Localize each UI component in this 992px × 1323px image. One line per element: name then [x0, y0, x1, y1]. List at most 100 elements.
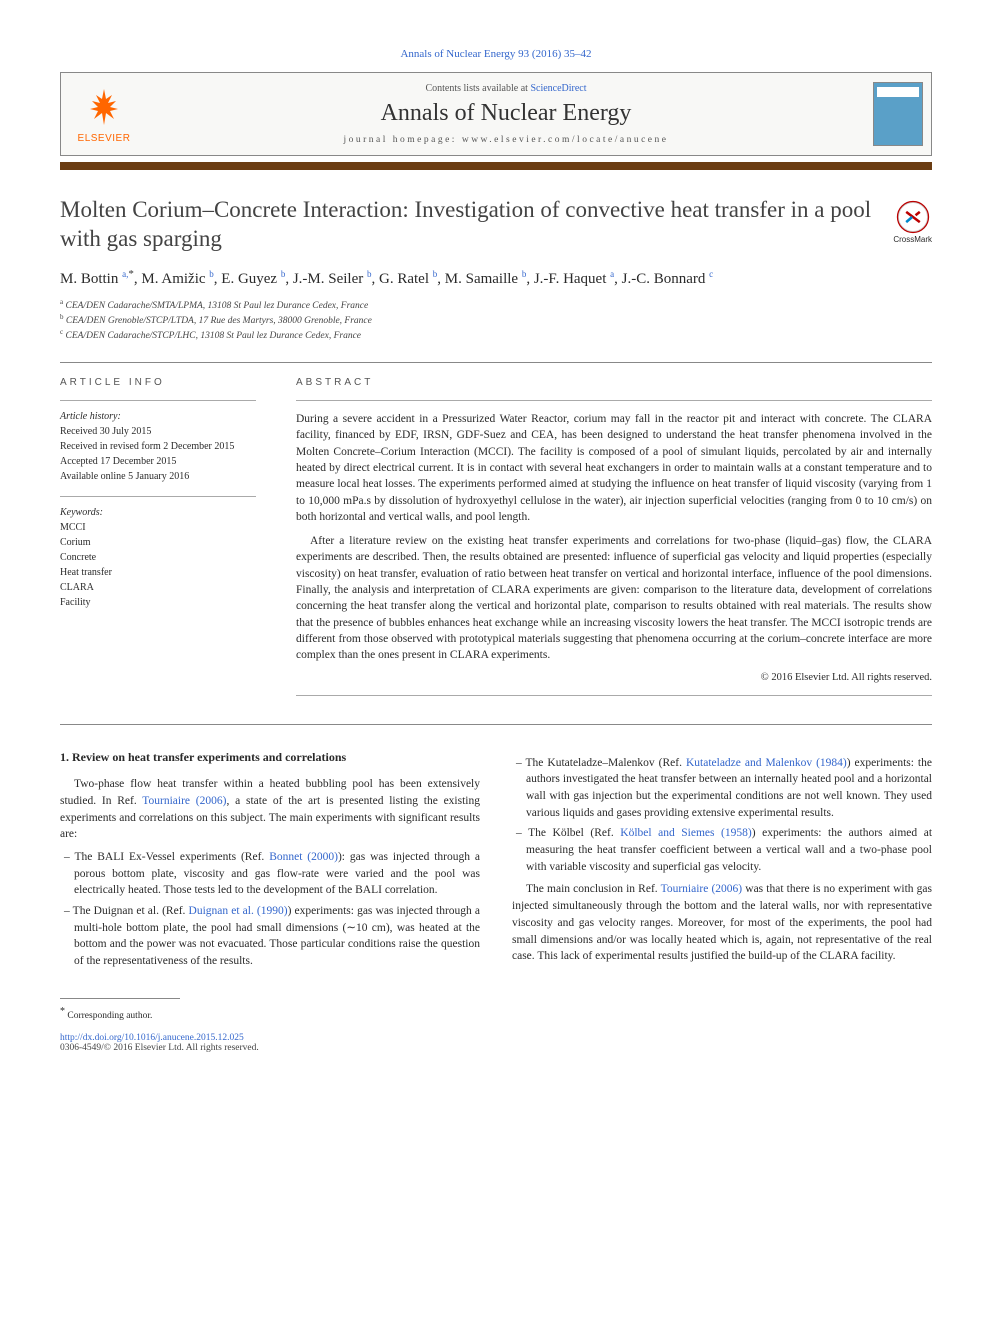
- journal-title: Annals of Nuclear Energy: [151, 100, 861, 127]
- accent-bar: [60, 162, 932, 170]
- history-lines: Received 30 July 2015Received in revised…: [60, 424, 256, 484]
- journal-header: ELSEVIER Contents lists available at Sci…: [60, 72, 932, 156]
- list-item: The Kutateladze–Malenkov (Ref. Kutatelad…: [512, 755, 932, 822]
- author: J.-F. Haquet a: [534, 271, 614, 287]
- list-item: The Duignan et al. (Ref. Duignan et al. …: [60, 903, 480, 970]
- affiliation-line: a CEA/DEN Cadarache/SMTA/LPMA, 13108 St …: [60, 298, 932, 313]
- author: J.-C. Bonnard c: [622, 271, 714, 287]
- author: J.-M. Seiler b: [293, 271, 372, 287]
- affil-sup: a: [60, 298, 63, 306]
- reference-link[interactable]: Bonnet (2000): [269, 851, 338, 863]
- corresponding-star: *: [128, 268, 134, 280]
- right-bullets: The Kutateladze–Malenkov (Ref. Kutatelad…: [512, 755, 932, 876]
- right-closing-para: The main conclusion in Ref. Tourniaire (…: [512, 881, 932, 964]
- right-column: The Kutateladze–Malenkov (Ref. Kutatelad…: [512, 749, 932, 1024]
- left-column: 1. Review on heat transfer experiments a…: [60, 749, 480, 1024]
- affiliation-line: c CEA/DEN Cadarache/STCP/LHC, 13108 St P…: [60, 328, 932, 343]
- homepage-url[interactable]: www.elsevier.com/locate/anucene: [462, 135, 669, 145]
- right-closing-1: The main conclusion in Ref.: [526, 883, 661, 895]
- keyword-line: Concrete: [60, 550, 256, 565]
- affiliations: a CEA/DEN Cadarache/SMTA/LPMA, 13108 St …: [60, 298, 932, 344]
- mini-rule-3: [296, 400, 932, 401]
- corresponding-author: * Corresponding author.: [60, 1005, 480, 1024]
- mini-rule-1: [60, 400, 256, 401]
- keyword-line: Corium: [60, 535, 256, 550]
- mini-rule-2: [60, 496, 256, 497]
- author-affil-sup: b: [209, 269, 214, 279]
- history-line: Accepted 17 December 2015: [60, 454, 256, 469]
- reference-link[interactable]: Kutateladze and Malenkov (1984): [686, 757, 847, 769]
- reference-link[interactable]: Duignan et al. (1990): [189, 905, 288, 917]
- author: E. Guyez b: [221, 271, 285, 287]
- affiliation-line: b CEA/DEN Grenoble/STCP/LTDA, 17 Rue des…: [60, 313, 932, 328]
- crossmark-icon: [896, 200, 930, 234]
- article-info-head: ARTICLE INFO: [60, 377, 256, 388]
- author: M. Samaille b: [445, 271, 527, 287]
- ref-tourniaire-1[interactable]: Tourniaire (2006): [142, 795, 226, 807]
- author-affil-sup: a: [610, 269, 614, 279]
- author: M. Bottin a,*: [60, 271, 134, 287]
- left-intro-para: Two-phase flow heat transfer within a he…: [60, 776, 480, 843]
- page: Annals of Nuclear Energy 93 (2016) 35–42…: [0, 0, 992, 1093]
- list-item-pre: The Kutateladze–Malenkov (Ref.: [526, 757, 686, 769]
- title-row: Molten Corium–Concrete Interaction: Inve…: [60, 196, 932, 254]
- rule-mid: [60, 724, 932, 725]
- article-info: ARTICLE INFO Article history: Received 3…: [60, 377, 256, 706]
- contents-label: Contents lists available at: [425, 83, 530, 94]
- keywords-label: Keywords:: [60, 507, 256, 518]
- keyword-line: CLARA: [60, 580, 256, 595]
- journal-cover-icon: [873, 82, 923, 146]
- crossmark-label: CrossMark: [893, 235, 932, 244]
- header-center: Contents lists available at ScienceDirec…: [147, 73, 865, 155]
- author-affil-sup: b: [433, 269, 438, 279]
- homepage-label: journal homepage:: [343, 135, 461, 145]
- author: G. Ratel b: [379, 271, 437, 287]
- author-affil-sup: b: [367, 269, 372, 279]
- elsevier-tree-icon: [82, 85, 126, 129]
- abstract-p2: After a literature review on the existin…: [296, 533, 932, 664]
- journal-reference: Annals of Nuclear Energy 93 (2016) 35–42: [60, 48, 932, 60]
- affil-sup: c: [60, 328, 63, 336]
- history-label: Article history:: [60, 411, 256, 422]
- abstract-head: ABSTRACT: [296, 377, 932, 388]
- list-item-pre: The Kölbel (Ref.: [528, 827, 620, 839]
- keyword-line: Facility: [60, 595, 256, 610]
- list-item: The BALI Ex-Vessel experiments (Ref. Bon…: [60, 849, 480, 899]
- publisher-name: ELSEVIER: [78, 133, 131, 144]
- author-affil-sup: b: [522, 269, 527, 279]
- article-title: Molten Corium–Concrete Interaction: Inve…: [60, 196, 875, 254]
- sciencedirect-link[interactable]: ScienceDirect: [530, 83, 586, 94]
- doi-link[interactable]: http://dx.doi.org/10.1016/j.anucene.2015…: [60, 1033, 932, 1043]
- history-line: Received 30 July 2015: [60, 424, 256, 439]
- publisher-logo-block: ELSEVIER: [61, 73, 147, 155]
- section-1-heading: 1. Review on heat transfer experiments a…: [60, 749, 480, 766]
- contents-line: Contents lists available at ScienceDirec…: [151, 83, 861, 94]
- author-affil-sup: c: [709, 269, 713, 279]
- history-line: Available online 5 January 2016: [60, 469, 256, 484]
- ref-tourniaire-2[interactable]: Tourniaire (2006): [661, 883, 743, 895]
- left-bullets: The BALI Ex-Vessel experiments (Ref. Bon…: [60, 849, 480, 970]
- keyword-line: Heat transfer: [60, 565, 256, 580]
- mini-rule-4: [296, 695, 932, 696]
- author: M. Amižic b: [141, 271, 213, 287]
- keyword-line: MCCI: [60, 520, 256, 535]
- footnote-rule: [60, 998, 180, 999]
- list-item-pre: The BALI Ex-Vessel experiments (Ref.: [74, 851, 269, 863]
- list-item-pre: The Duignan et al. (Ref.: [73, 905, 189, 917]
- cover-thumb-block: [865, 73, 931, 155]
- crossmark-badge[interactable]: CrossMark: [893, 200, 932, 244]
- rule-top: [60, 362, 932, 363]
- affil-sup: b: [60, 313, 64, 321]
- abstract-block: ABSTRACT During a severe accident in a P…: [296, 377, 932, 706]
- corr-label: Corresponding author.: [67, 1011, 152, 1021]
- body-columns: 1. Review on heat transfer experiments a…: [60, 749, 932, 1024]
- meta-row: ARTICLE INFO Article history: Received 3…: [60, 377, 932, 706]
- homepage-line: journal homepage: www.elsevier.com/locat…: [151, 135, 861, 145]
- abstract-p1: During a severe accident in a Pressurize…: [296, 411, 932, 525]
- author-affil-sup: b: [281, 269, 286, 279]
- history-line: Received in revised form 2 December 2015: [60, 439, 256, 454]
- authors: M. Bottin a,*, M. Amižic b, E. Guyez b, …: [60, 268, 932, 288]
- copyright: © 2016 Elsevier Ltd. All rights reserved…: [296, 672, 932, 683]
- reference-link[interactable]: Kölbel and Siemes (1958): [620, 827, 751, 839]
- list-item: The Kölbel (Ref. Kölbel and Siemes (1958…: [512, 825, 932, 875]
